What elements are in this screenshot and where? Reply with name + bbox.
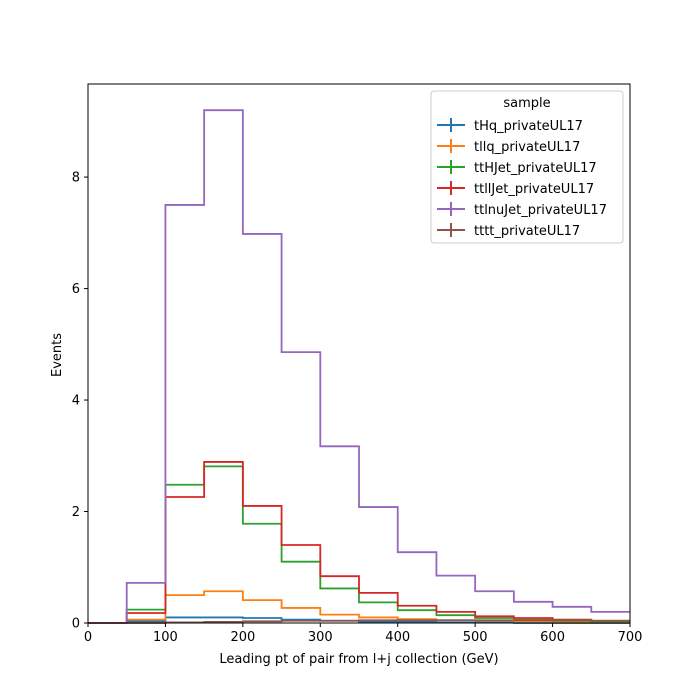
y-tick-label: 6 [72,282,80,297]
x-tick-label: 500 [463,630,488,645]
legend-label: ttllJet_privateUL17 [474,182,594,197]
x-tick-label: 200 [230,630,255,645]
x-axis-label: Leading pt of pair from l+j collection (… [219,652,498,667]
legend-label: tllq_privateUL17 [474,140,580,155]
series-ttlnuJet_privateUL17 [88,109,630,624]
legend: sample tHq_privateUL17 tllq_privateUL17 ttH… [430,90,624,244]
plot-area [88,109,630,624]
step-line [88,619,630,624]
series-tllq_privateUL17 [88,590,630,624]
y-axis-ticks: 0 2 4 6 8 [72,171,88,632]
y-tick-label: 2 [72,505,80,520]
y-tick-label: 0 [72,617,80,632]
legend-label: tHq_privateUL17 [474,119,583,134]
legend-label: ttHJet_privateUL17 [474,161,597,176]
x-tick-label: 100 [153,630,178,645]
y-tick-label: 8 [72,171,80,186]
legend-item: ttlnuJet_privateUL17 [437,202,607,218]
legend-item: ttllJet_privateUL17 [437,181,594,197]
x-tick-label: 300 [308,630,333,645]
legend-item: tHq_privateUL17 [437,118,583,134]
legend-title: sample [503,96,550,111]
legend-box [430,90,624,244]
legend-item: tllq_privateUL17 [437,139,580,155]
y-tick-label: 4 [72,394,80,409]
x-tick-label: 400 [385,630,410,645]
y-axis-label: Events [50,333,65,377]
x-tick-label: 600 [540,630,565,645]
legend-label: ttlnuJet_privateUL17 [474,203,607,218]
legend-item: ttHJet_privateUL17 [437,160,597,176]
x-axis-ticks: 0 100 200 300 400 500 600 700 [84,623,643,645]
x-tick-label: 700 [618,630,643,645]
legend-label: tttt_privateUL17 [474,224,580,239]
x-tick-label: 0 [84,630,92,645]
axes-frame [87,83,631,624]
legend-item: tttt_privateUL17 [437,223,580,239]
